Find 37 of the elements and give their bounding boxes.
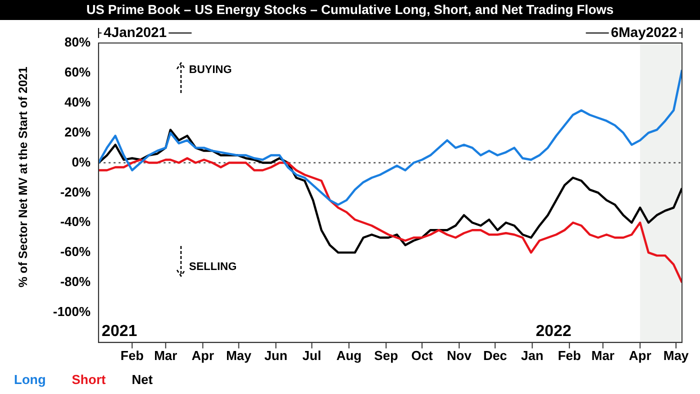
y-tick-label: -20% xyxy=(60,184,92,200)
annotation: BUYING xyxy=(189,64,232,76)
x-tick-label: May xyxy=(226,348,252,363)
y-tick-label: -40% xyxy=(60,214,92,230)
x-tick-label: Apr xyxy=(628,348,652,363)
x-tick-label: May xyxy=(663,348,690,363)
y-tick-label: -80% xyxy=(60,274,92,290)
y-tick-label: 20% xyxy=(64,124,92,140)
x-tick-label: Nov xyxy=(446,348,472,363)
annotation: 2021 xyxy=(102,322,138,340)
x-tick-label: Mar xyxy=(591,348,614,363)
chart-title: US Prime Book – US Energy Stocks – Cumulative Long, Short, and Net Trading Flows xyxy=(0,0,700,20)
y-tick-label: 0% xyxy=(72,154,92,170)
x-tick-label: Sep xyxy=(374,348,398,363)
x-tick-label: Jul xyxy=(302,348,322,363)
x-tick-label: Feb xyxy=(558,348,581,363)
annotation: 2022 xyxy=(536,322,572,340)
text: Long xyxy=(14,372,46,387)
x-tick-label: Jan xyxy=(521,348,544,363)
text: Short xyxy=(72,372,106,387)
x-tick-label: Oct xyxy=(411,348,434,363)
y-tick-label: -60% xyxy=(60,244,92,260)
x-tick-label: Aug xyxy=(336,348,362,363)
text: 6May2022 xyxy=(610,24,678,40)
text: 4Jan2021 xyxy=(104,24,167,40)
y-tick-label: 80% xyxy=(64,34,92,50)
x-tick-label: Feb xyxy=(120,348,144,363)
y-tick-label: 40% xyxy=(64,94,92,110)
x-tick-label: Dec xyxy=(483,348,508,363)
x-tick-label: Apr xyxy=(192,348,214,363)
y-tick-label: -100% xyxy=(53,304,92,320)
y-axis-title: % of Sector Net MV at the Start of 2021 xyxy=(16,66,30,290)
x-tick-label: Jun xyxy=(264,348,288,363)
y-tick-label: 60% xyxy=(64,64,92,80)
text: Net xyxy=(132,372,153,387)
x-tick-label: Mar xyxy=(154,348,178,363)
annotation: SELLING xyxy=(189,261,237,274)
